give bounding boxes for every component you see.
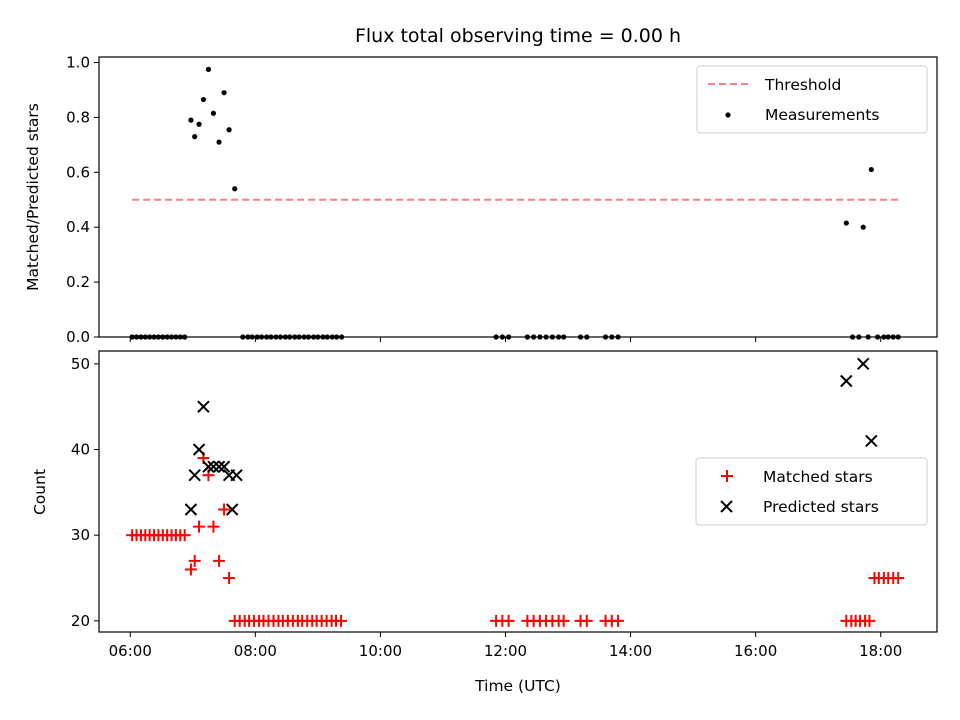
measurement-point — [200, 96, 207, 103]
measurement-point — [196, 121, 202, 127]
measurement-point — [232, 186, 238, 192]
predicted-stars-point — [225, 503, 239, 516]
predicted-stars-point — [840, 374, 853, 388]
predicted-stars-point — [865, 434, 878, 448]
bottom-panel-x-ticks: 06:00 08:00 10:00 12:00 14:00 16:00 18:00 — [109, 632, 902, 660]
matched-stars-point — [223, 572, 236, 585]
bottom-legend-frame — [695, 457, 928, 526]
x-tick-label: 06:00 — [109, 642, 152, 660]
bottom-panel-y-ticks: 20 30 40 50 — [71, 355, 99, 630]
matched-stars-point — [188, 554, 201, 567]
y-tick-label: 50 — [71, 355, 90, 373]
x-tick-label: 16:00 — [734, 642, 777, 660]
y-tick-label: 1.0 — [66, 53, 90, 71]
matched-stars-point — [207, 520, 220, 533]
measurement-point — [226, 127, 232, 133]
top-panel-frame — [98, 56, 938, 338]
matched-stars-point — [335, 614, 348, 627]
matched-stars-point — [863, 614, 876, 627]
bottom-panel: 20 30 40 50 06:00 08:00 10:00 12:00 14:00 16:00 1… — [31, 350, 938, 695]
x-stroke-b — [212, 460, 226, 473]
top-legend-frame — [696, 65, 928, 134]
top-panel-x-ticks — [129, 337, 882, 342]
predicted-stars-point — [230, 469, 243, 482]
predicted-stars-point — [192, 443, 206, 456]
matched-stars-point — [502, 614, 515, 627]
matched-stars-point — [557, 614, 570, 627]
x-tick-label: 18:00 — [859, 642, 902, 660]
predicted-stars-point — [217, 460, 231, 473]
matched-stars-point — [178, 529, 191, 542]
x-stroke-b — [197, 400, 210, 413]
matched-stars-point — [193, 520, 206, 533]
x-stroke-b — [207, 460, 220, 473]
measurement-point — [192, 134, 198, 140]
predicted-stars-point — [197, 400, 210, 413]
top-panel-y-ticks: 0.0 0.2 0.4 0.6 0.8 1.0 — [66, 53, 99, 346]
top-panel-legend: Threshold Measurements — [696, 65, 928, 134]
measurements-legend-label: Measurements — [765, 106, 880, 124]
chart-title: Flux total observing time = 0.00 h — [355, 25, 681, 47]
measurement-point — [210, 110, 217, 116]
threshold-legend-label: Threshold — [764, 76, 841, 94]
x-axis-label: Time (UTC) — [474, 677, 561, 695]
matched-legend-swatch — [721, 470, 733, 482]
measurement-point — [216, 139, 222, 145]
x-stroke-b — [230, 469, 243, 482]
measurement-point — [205, 66, 212, 72]
measurement-point — [188, 117, 194, 123]
x-tick-label: 08:00 — [234, 642, 277, 660]
x-stroke-b — [865, 434, 878, 448]
measurements-legend-swatch — [725, 112, 731, 118]
matched-stars-point — [612, 614, 625, 627]
x-stroke-b — [840, 374, 853, 388]
x-tick-label: 12:00 — [484, 642, 527, 660]
y-tick-label: 20 — [71, 612, 90, 630]
measurement-point — [860, 224, 866, 230]
measurement-point — [868, 166, 874, 173]
y-tick-label: 0.8 — [66, 108, 90, 126]
predicted-legend-label: Predicted stars — [763, 498, 879, 516]
predicted-stars-point — [207, 460, 220, 473]
x-tick-label: 10:00 — [359, 642, 402, 660]
x-stroke-b — [188, 469, 201, 482]
x-stroke-b — [202, 460, 215, 473]
top-panel: 0.0 0.2 0.4 0.6 0.8 1.0 Matched/Predicted sta… — [24, 53, 938, 346]
y-tick-label: 40 — [71, 441, 90, 459]
measurement-point — [221, 90, 227, 96]
predicted-legend-swatch — [720, 500, 733, 513]
y-tick-label: 30 — [71, 526, 90, 544]
bottom-panel-y-axis-label: Count — [31, 469, 49, 515]
matched-stars-point — [892, 572, 905, 585]
matched-stars-point — [218, 503, 231, 516]
top-panel-marks — [129, 66, 901, 340]
y-tick-label: 0.0 — [66, 328, 90, 346]
matched-stars-point — [213, 554, 226, 567]
matched-legend-label: Matched stars — [763, 468, 873, 486]
predicted-stars-point — [212, 460, 226, 473]
matched-stars-point — [580, 614, 593, 627]
top-panel-y-axis-label: Matched/Predicted stars — [24, 103, 42, 291]
x-stroke-b — [856, 357, 870, 371]
y-tick-label: 0.4 — [66, 218, 90, 236]
predicted-stars-point — [188, 469, 201, 482]
x-stroke-b — [192, 443, 206, 456]
y-tick-label: 0.2 — [66, 273, 90, 291]
x-tick-label: 14:00 — [609, 642, 652, 660]
y-tick-label: 0.6 — [66, 163, 90, 181]
bottom-panel-marks — [126, 357, 905, 627]
bottom-panel-legend: Matched stars Predicted stars — [695, 457, 928, 526]
predicted-stars-point — [202, 460, 215, 473]
x-stroke-b — [225, 503, 239, 516]
x-stroke-b — [217, 460, 231, 473]
matched-stars-point — [184, 563, 197, 576]
measurement-point — [843, 220, 849, 226]
x-stroke-b — [184, 503, 198, 516]
predicted-stars-point — [856, 357, 870, 371]
bottom-panel-frame — [98, 350, 938, 633]
predicted-stars-point — [184, 503, 198, 516]
